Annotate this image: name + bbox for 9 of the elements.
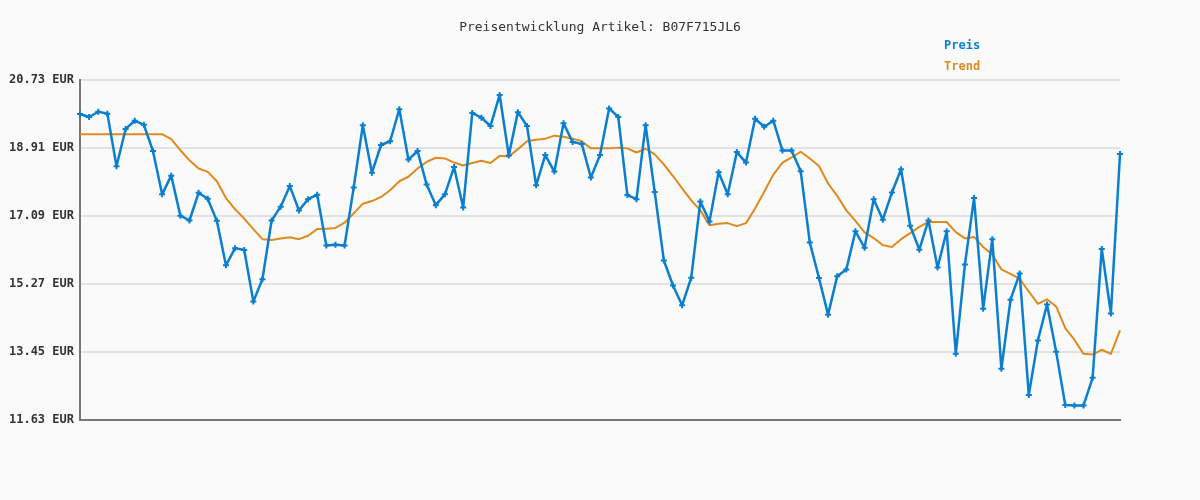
y-tick-label: 18.91 EUR bbox=[8, 140, 75, 155]
text: Trend bbox=[944, 59, 981, 74]
text: Preis bbox=[944, 38, 981, 53]
y-tick-label: 13.45 EUR bbox=[8, 344, 75, 359]
y-tick-label: 11.63 EUR bbox=[8, 412, 75, 427]
y-tick-label: 17.09 EUR bbox=[8, 208, 75, 223]
y-tick-label: 20.73 EUR bbox=[8, 72, 75, 87]
chart-title: Preisentwicklung Artikel: B07F715JL6 bbox=[459, 19, 741, 35]
y-tick-label: 15.27 EUR bbox=[8, 276, 75, 291]
